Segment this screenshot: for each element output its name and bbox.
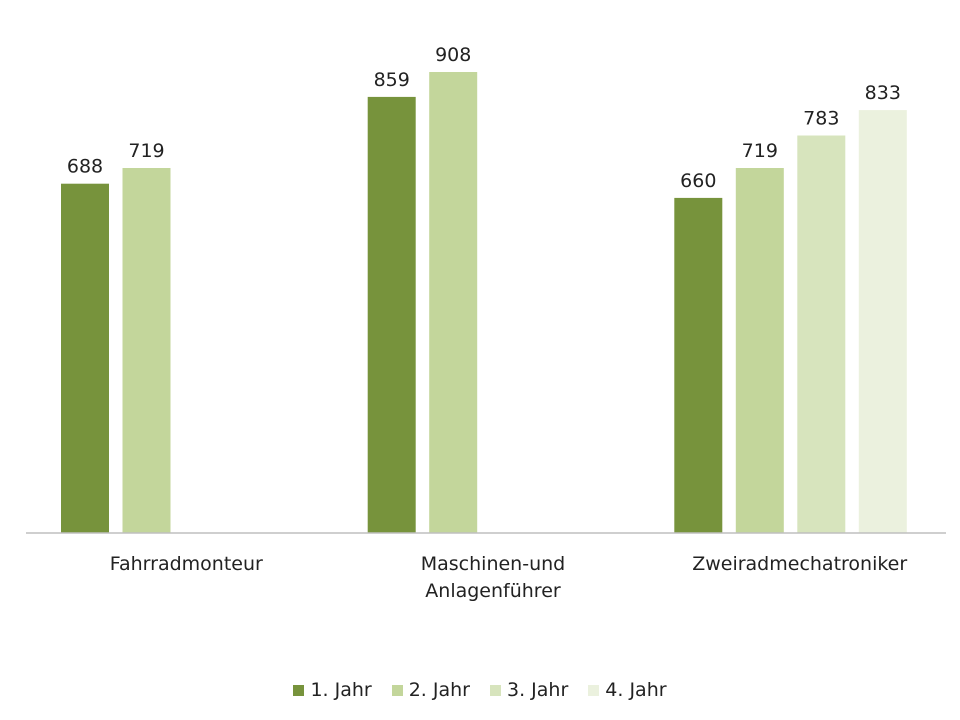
bar (797, 135, 846, 533)
legend-item: 1. Jahr (293, 679, 372, 701)
legend-item: 4. Jahr (588, 679, 667, 701)
legend-swatch (391, 684, 403, 696)
legend: 1. Jahr 2. Jahr 3. Jahr 4. Jahr (0, 676, 960, 704)
bar-value-label: 908 (435, 44, 471, 66)
category-label: Maschinen-und Anlagenführer (421, 553, 565, 602)
legend-swatch (293, 684, 305, 696)
bar (367, 96, 416, 534)
bar (429, 72, 478, 533)
legend-label: 3. Jahr (507, 679, 569, 701)
bar-value-label: 859 (374, 69, 410, 91)
category-label: Fahrradmonteur (110, 553, 263, 575)
legend-item: 3. Jahr (490, 679, 568, 701)
category-labels-group: Fahrradmonteur Maschinen-und Anlagenführer… (110, 553, 908, 602)
bar-value-label: 719 (742, 140, 778, 162)
legend-swatch (588, 684, 600, 696)
legend-item: 2. Jahr (391, 679, 470, 701)
legend-label: 2. Jahr (408, 679, 470, 701)
bar (735, 168, 784, 533)
bar-value-label: 719 (128, 140, 164, 162)
category-label: Zweiradmechatroniker (692, 553, 907, 575)
bar-value-label: 833 (865, 82, 901, 104)
legend-label: 1. Jahr (310, 679, 372, 701)
bar-value-label: 688 (67, 156, 103, 178)
bars-group (61, 72, 907, 534)
legend-label: 4. Jahr (605, 679, 667, 701)
value-labels-group: 688 719 859 908 660 719 783 833 (67, 44, 901, 192)
bar-value-label: 783 (803, 108, 839, 130)
bar (858, 110, 907, 533)
bar-value-label: 660 (680, 170, 716, 192)
bar (122, 168, 171, 533)
legend-swatch (490, 684, 501, 696)
bar (61, 183, 109, 533)
bar (674, 197, 723, 533)
